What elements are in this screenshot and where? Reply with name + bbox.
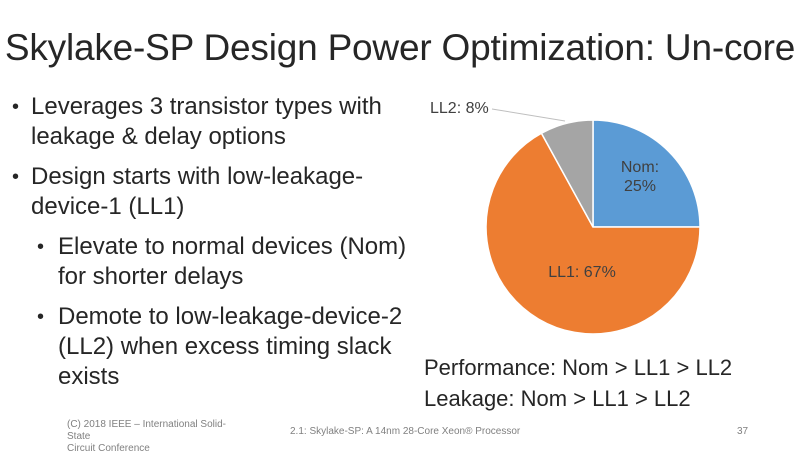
footer-copyright: (C) 2018 IEEE – International Solid-Stat… xyxy=(67,419,242,455)
bullet-dot-icon: • xyxy=(12,166,20,188)
sub-bullet-text: Elevate to normal devices (Nom) for shor… xyxy=(58,233,407,290)
ll2-data-label: LL2: 8% xyxy=(430,100,489,117)
slide-title: Skylake-SP Design Power Optimization: Un… xyxy=(4,27,796,68)
performance-leakage-summary: Performance: Nom > LL1 > LL2 Leakage: No… xyxy=(424,352,732,414)
footer-page-number: 37 xyxy=(737,426,749,437)
ll2-leader-line xyxy=(491,108,566,122)
pie-slice-nom xyxy=(592,119,701,228)
bullet-text: Leverages 3 transistor types with leakag… xyxy=(31,93,382,150)
nom-data-label-line2: 25% xyxy=(624,178,656,195)
footer-copyright-line1: (C) 2018 IEEE – International Solid-Stat… xyxy=(67,419,226,442)
bullet-text: Design starts with low-leakage-device-1 … xyxy=(31,163,364,220)
bullet-dot-icon: • xyxy=(37,236,45,258)
pie-chart: LL2: 8% Nom: 25% LL1: 67% xyxy=(430,100,701,335)
ll1-data-label: LL1: 67% xyxy=(548,264,616,281)
nom-data-label-line1: Nom: xyxy=(621,159,659,176)
leakage-line: Leakage: Nom > LL1 > LL2 xyxy=(424,386,691,411)
footer-copyright-line2: Circuit Conference xyxy=(67,443,150,454)
pie-slice-ll1 xyxy=(485,132,701,335)
bullet-list: • Leverages 3 transistor types with leak… xyxy=(12,92,412,402)
sub-bullet-item: • Elevate to normal devices (Nom) for sh… xyxy=(37,232,412,292)
bullet-item: • Design starts with low-leakage-device-… xyxy=(12,162,412,222)
pie-slice-ll2 xyxy=(540,119,594,228)
sub-bullet-item: • Demote to low-leakage-device-2 (LL2) w… xyxy=(37,302,412,392)
performance-line: Performance: Nom > LL1 > LL2 xyxy=(424,355,733,380)
bullet-item: • Leverages 3 transistor types with leak… xyxy=(12,92,412,152)
sub-bullet-text: Demote to low-leakage-device-2 (LL2) whe… xyxy=(58,303,403,390)
footer-title: 2.1: Skylake-SP: A 14nm 28-Core Xeon® Pr… xyxy=(290,426,521,437)
bullet-dot-icon: • xyxy=(12,96,20,118)
bullet-dot-icon: • xyxy=(37,306,45,328)
